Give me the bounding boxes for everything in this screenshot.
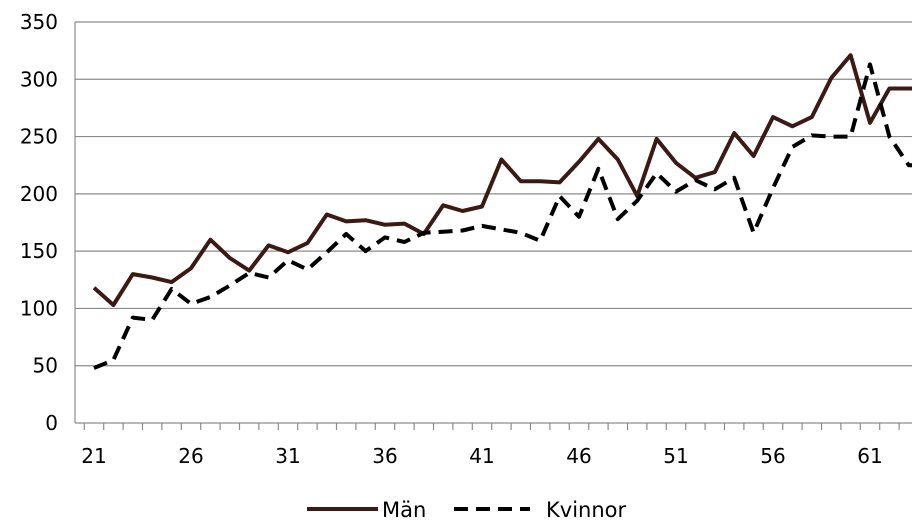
x-tick-label: 61: [857, 444, 882, 468]
x-tick-label: 46: [566, 444, 591, 468]
x-tick-label: 21: [81, 444, 106, 468]
y-tick-label: 200: [20, 182, 58, 206]
legend-label: Kvinnor: [546, 498, 627, 521]
y-axis: 0 50 100 150 200 250 300 350: [20, 10, 76, 435]
y-tick-label: 300: [20, 67, 58, 91]
legend-label: Män: [382, 498, 426, 521]
x-tick-label: 56: [760, 444, 785, 468]
y-tick-label: 0: [45, 411, 58, 435]
legend: Män Kvinnor: [307, 498, 627, 521]
series-line-kvinnor: [93, 62, 912, 370]
series-line-man: [92, 53, 912, 307]
gridlines: [75, 21, 912, 367]
x-tick-label: 31: [275, 444, 300, 468]
series-lines: [92, 53, 912, 370]
y-tick-label: 250: [20, 125, 58, 149]
y-tick-label: 50: [33, 354, 58, 378]
x-tick-label: 41: [469, 444, 494, 468]
y-tick-label: 350: [20, 10, 58, 34]
y-tick-label: 150: [20, 239, 58, 263]
x-tick-label: 51: [663, 444, 688, 468]
x-axis: 21 26 31 36 41 46 51 56 61: [75, 422, 912, 468]
x-tick-label: 36: [372, 444, 397, 468]
y-tick-label: 100: [20, 296, 58, 320]
x-tick-label: 26: [178, 444, 203, 468]
